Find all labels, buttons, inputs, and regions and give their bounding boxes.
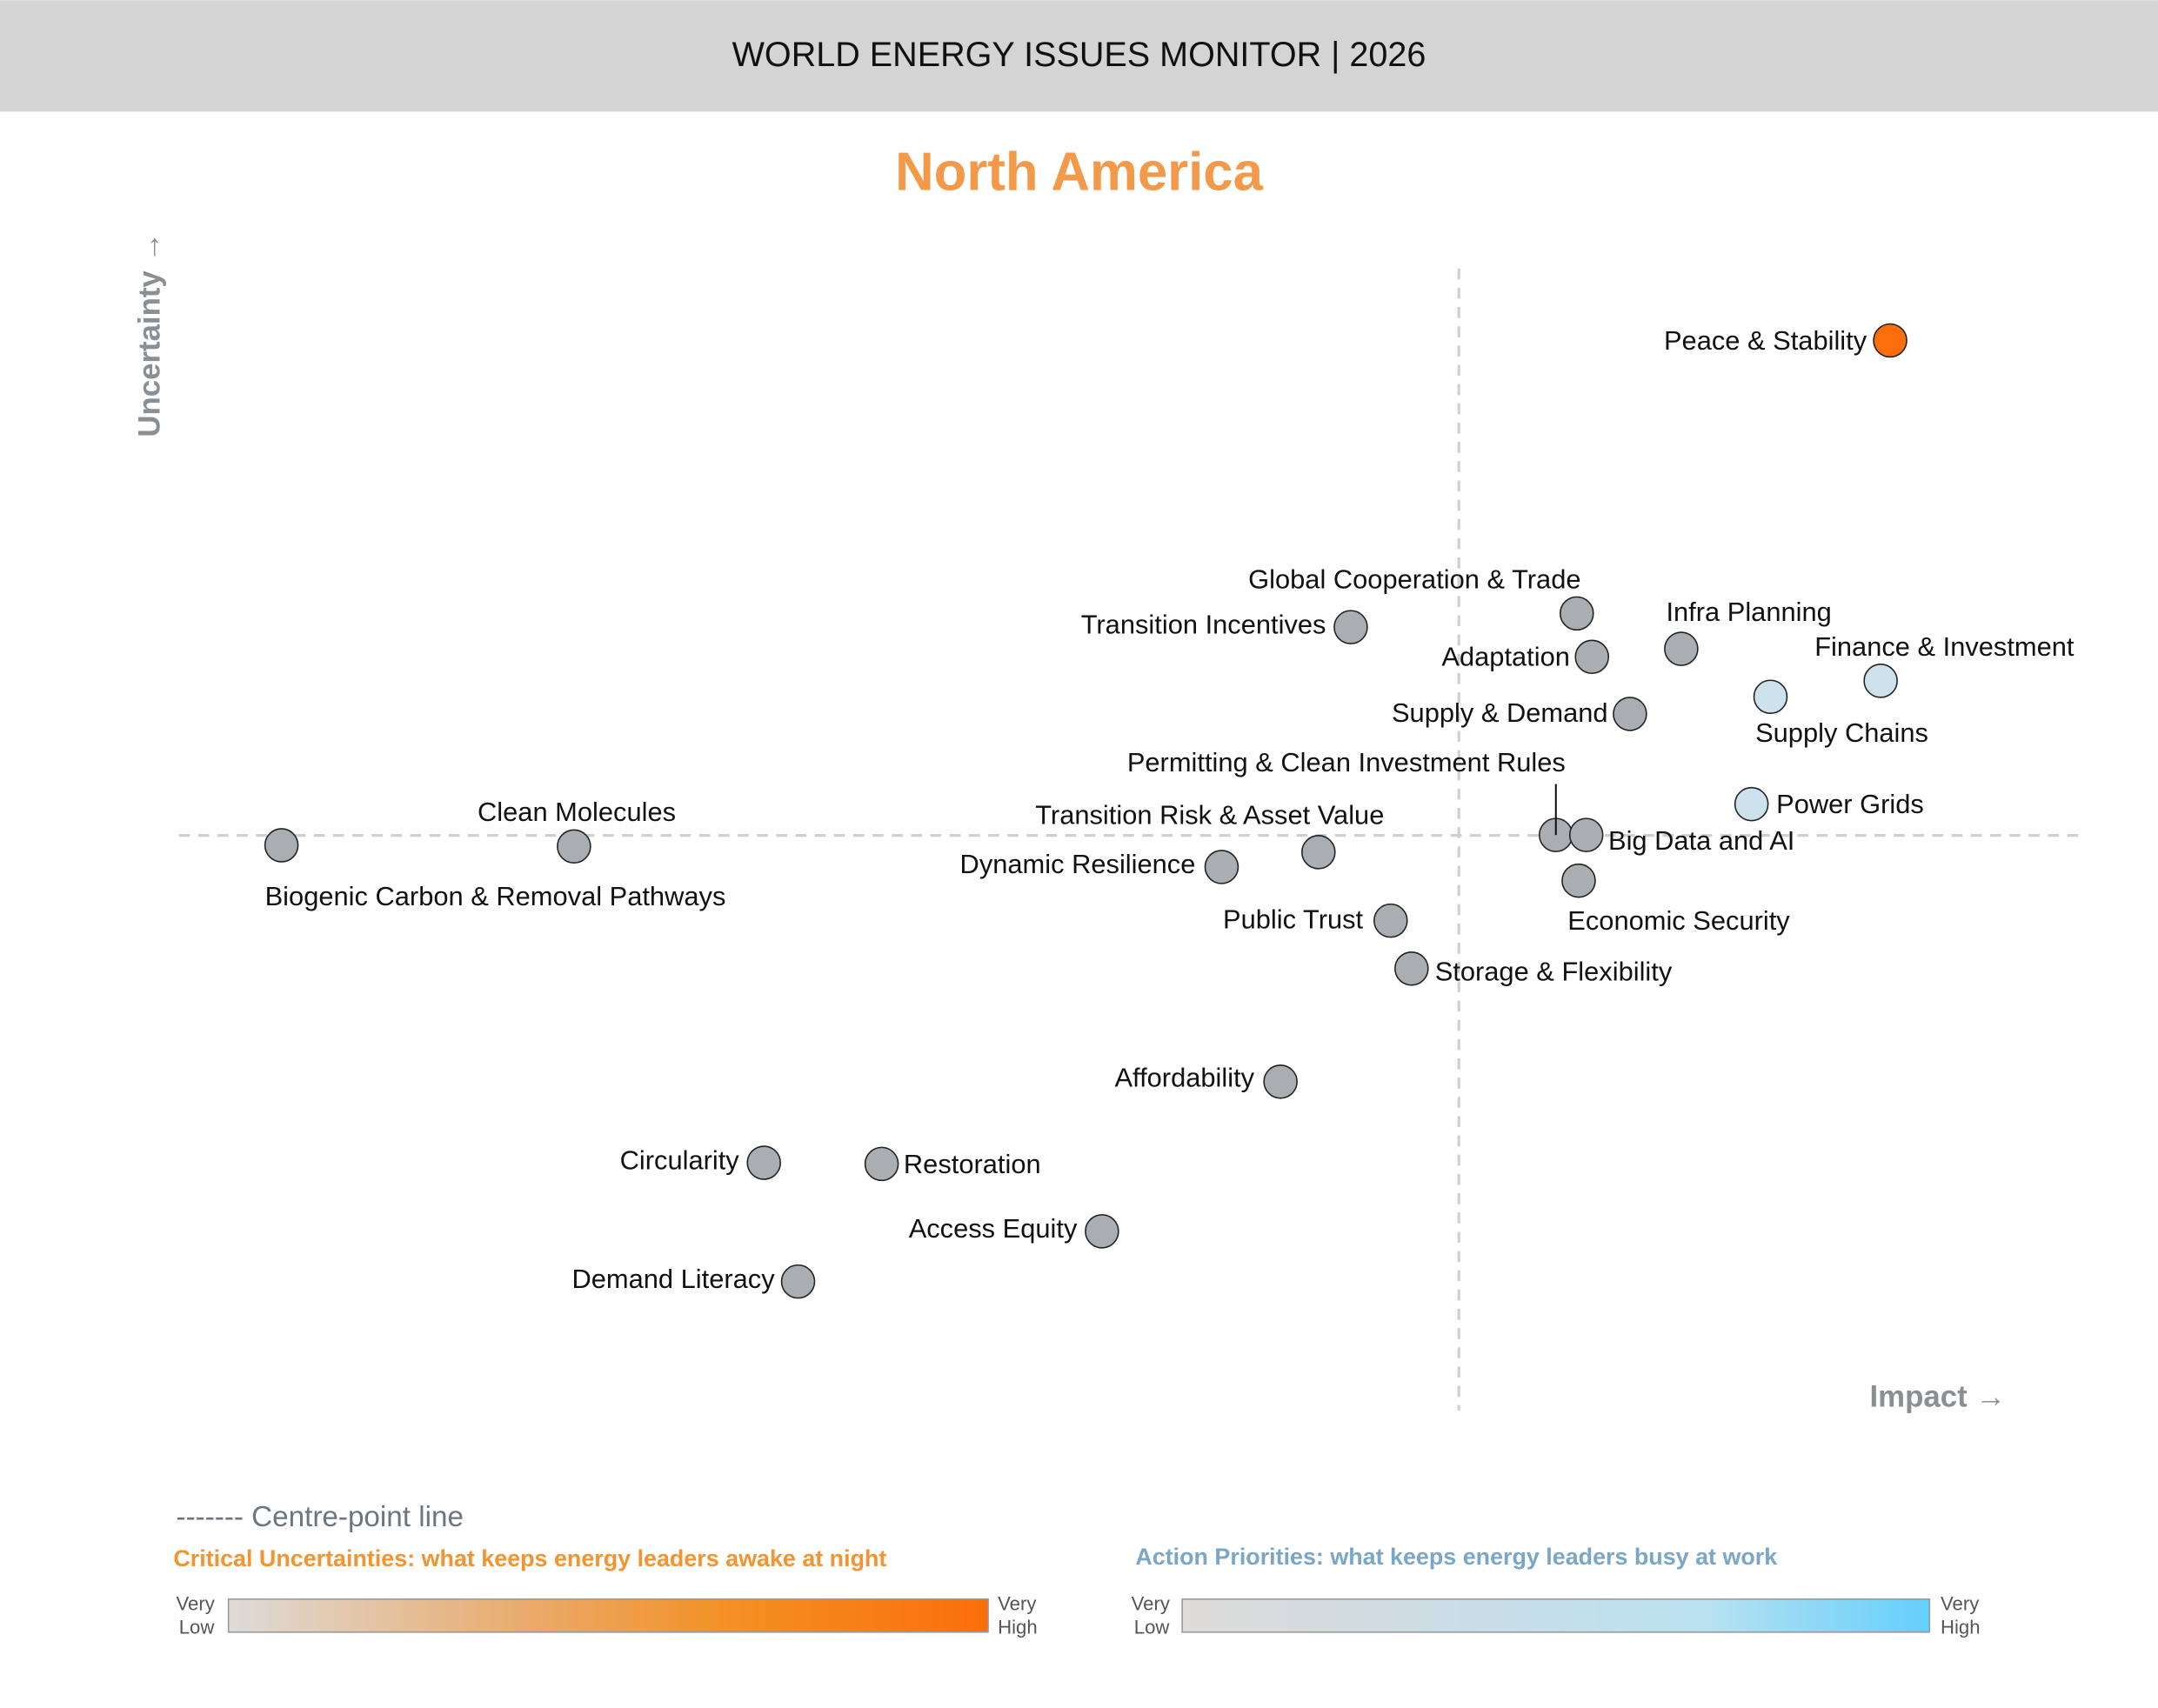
critical-low-1: Very (177, 1592, 216, 1614)
point-global-cooperation-trade[interactable] (1559, 596, 1594, 631)
chart-title: North America (895, 143, 1263, 203)
label-transition-incentives: Transition Incentives (1081, 609, 1326, 639)
point-peace-stability[interactable] (1873, 323, 1907, 358)
legend-action-title: Action Priorities: what keeps energy lea… (1135, 1544, 1777, 1570)
label-restoration: Restoration (904, 1149, 1041, 1179)
label-infra-planning: Infra Planning (1666, 597, 1831, 627)
label-peace-stability: Peace & Stability (1664, 325, 1867, 356)
critical-high-1: Very (998, 1592, 1037, 1614)
point-restoration[interactable] (864, 1146, 899, 1182)
point-circularity[interactable] (746, 1145, 782, 1180)
label-circularity: Circularity (620, 1144, 740, 1175)
point-adaptation[interactable] (1574, 639, 1610, 675)
data-points: Peace & Stability Global Cooperation & Tr… (264, 323, 2074, 1299)
point-access-equity[interactable] (1085, 1214, 1119, 1249)
label-supply-chains: Supply Chains (1755, 717, 1928, 748)
critical-high-2: High (998, 1616, 1038, 1638)
point-demand-literacy[interactable] (780, 1264, 816, 1299)
header-bar (0, 0, 2158, 112)
point-public-trust[interactable] (1373, 903, 1408, 938)
point-clean-molecules[interactable] (557, 829, 591, 864)
critical-low-2: Low (179, 1616, 216, 1638)
point-transition-risk-asset-value[interactable] (1301, 835, 1336, 870)
label-economic-security: Economic Security (1567, 905, 1790, 936)
y-axis-label: Uncertainty → (133, 232, 167, 437)
label-demand-literacy: Demand Literacy (571, 1264, 775, 1294)
label-supply-demand: Supply & Demand (1392, 697, 1608, 728)
point-affordability[interactable] (1263, 1064, 1298, 1099)
label-global-cooperation-trade: Global Cooperation & Trade (1248, 564, 1580, 594)
point-infra-planning[interactable] (1664, 631, 1699, 666)
x-axis-label: Impact → (1870, 1379, 2007, 1413)
header-title: WORLD ENERGY ISSUES MONITOR | 2026 (732, 36, 1426, 74)
point-supply-demand[interactable] (1613, 697, 1647, 731)
point-big-data-and-ai[interactable] (1568, 817, 1604, 852)
label-storage-flexibility: Storage & Flexibility (1435, 956, 1673, 986)
point-supply-chains[interactable] (1753, 679, 1788, 715)
action-high-2: High (1941, 1616, 1981, 1638)
action-high-1: Very (1941, 1592, 1980, 1614)
label-power-grids: Power Grids (1776, 789, 1924, 819)
label-permitting-clean-investment-rules: Permitting & Clean Investment Rules (1127, 747, 1566, 777)
point-dynamic-resilience[interactable] (1204, 850, 1239, 884)
label-affordability: Affordability (1114, 1063, 1254, 1093)
label-adaptation: Adaptation (1441, 642, 1570, 672)
point-power-grids[interactable] (1734, 786, 1769, 822)
action-low-2: Low (1134, 1616, 1171, 1638)
critical-gradient-bar (227, 1598, 989, 1633)
action-low-1: Very (1132, 1592, 1171, 1614)
label-transition-risk-asset-value: Transition Risk & Asset Value (1035, 800, 1384, 831)
action-gradient-bar (1181, 1598, 1931, 1633)
point-finance-investment[interactable] (1863, 664, 1898, 698)
label-big-data-and-ai: Big Data and AI (1608, 825, 1794, 856)
label-biogenic-carbon-removal-pathways: Biogenic Carbon & Removal Pathways (265, 881, 726, 911)
legend-centre-line: ------- Centre-point line (177, 1501, 464, 1533)
label-finance-investment: Finance & Investment (1814, 631, 2074, 662)
point-storage-flexibility[interactable] (1394, 951, 1429, 986)
point-biogenic-carbon-removal-pathways[interactable] (264, 828, 299, 863)
label-public-trust: Public Trust (1223, 904, 1364, 935)
label-access-equity: Access Equity (909, 1213, 1078, 1244)
legend-critical-title: Critical Uncertainties: what keeps energ… (173, 1545, 886, 1571)
label-clean-molecules: Clean Molecules (478, 797, 676, 827)
label-dynamic-resilience: Dynamic Resilience (960, 849, 1196, 879)
point-transition-incentives[interactable] (1333, 610, 1368, 644)
point-economic-security[interactable] (1561, 863, 1596, 898)
